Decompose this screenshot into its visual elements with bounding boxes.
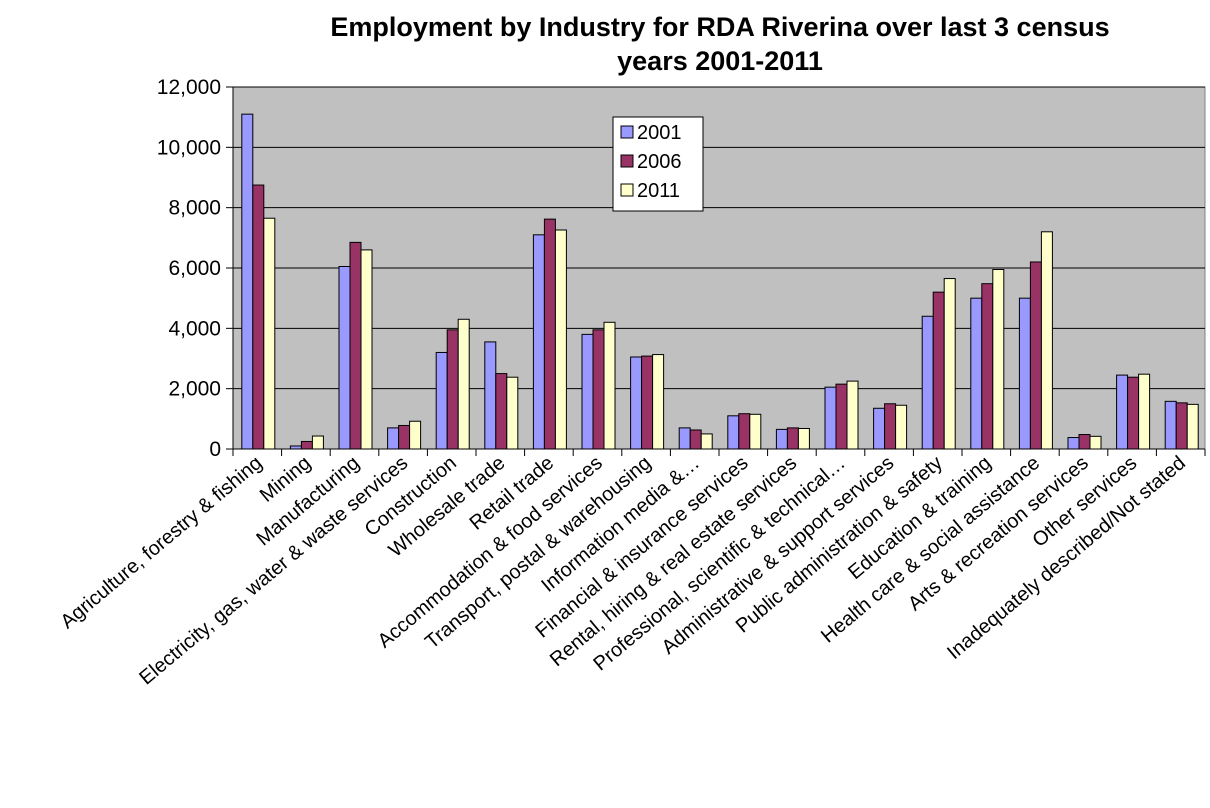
bar-2011 (992, 269, 1005, 450)
bar-2006 (738, 413, 751, 450)
bar-2011 (360, 249, 373, 450)
bar-2006 (252, 184, 265, 450)
bar-2006 (1029, 261, 1042, 450)
bar-2001 (289, 445, 302, 450)
legend-label-2001: 2001 (637, 122, 682, 144)
bar-2001 (873, 407, 886, 450)
bar-2001 (1018, 297, 1031, 450)
y-tick-label: 12,000 (157, 76, 221, 99)
bar-2001 (921, 315, 934, 450)
bar-2001 (435, 351, 448, 450)
bar-2006 (349, 241, 362, 450)
bar-2011 (943, 278, 956, 450)
y-tick-label: 0 (209, 438, 221, 461)
bar-2001 (581, 333, 594, 450)
chart-title-line-2: years 2001-2011 (617, 46, 823, 76)
bar-2001 (387, 427, 400, 450)
bar-2006 (1175, 402, 1188, 450)
bar-2001 (678, 427, 691, 450)
bar-2011 (749, 413, 762, 450)
bar-2011 (603, 321, 616, 450)
bar-2006 (300, 440, 313, 450)
bar-2011 (895, 404, 908, 450)
bar-2006 (884, 403, 897, 450)
bar-2011 (506, 376, 519, 450)
bar-2011 (311, 435, 324, 450)
y-tick-label: 8,000 (168, 197, 221, 220)
bar-2001 (241, 113, 254, 450)
bar-2006 (592, 329, 605, 450)
bar-2001 (824, 386, 837, 450)
bar-2006 (689, 429, 702, 450)
bar-2001 (630, 356, 643, 450)
bar-2011 (1040, 231, 1053, 450)
bar-2006 (1078, 434, 1091, 450)
bar-2011 (846, 380, 859, 450)
chart-title-line-1: Employment by Industry for RDA Riverina … (330, 12, 1110, 42)
bar-2011 (797, 427, 810, 450)
bar-2011 (1186, 403, 1199, 450)
bar-2006 (543, 218, 556, 450)
bar-2001 (775, 428, 788, 450)
bar-2001 (484, 341, 497, 450)
bar-2011 (1138, 373, 1151, 450)
bar-2001 (970, 297, 983, 450)
bar-2006 (932, 291, 945, 450)
bar-2006 (495, 373, 508, 450)
y-tick-label: 4,000 (168, 317, 221, 340)
bar-2011 (700, 433, 713, 450)
bar-2001 (338, 265, 351, 450)
bar-2001 (1067, 437, 1080, 450)
legend-swatch-2011 (620, 183, 634, 197)
bar-2006 (835, 383, 848, 450)
bar-2001 (1164, 400, 1177, 450)
y-tick-label: 10,000 (157, 136, 221, 159)
bar-2011 (554, 229, 567, 450)
bar-2006 (786, 427, 799, 450)
bar-2011 (409, 420, 422, 450)
bar-2006 (446, 329, 459, 450)
bar-2006 (398, 424, 411, 450)
bar-2011 (1089, 435, 1102, 450)
bar-2006 (641, 355, 654, 450)
legend-label-2011: 2011 (637, 180, 680, 202)
bar-2011 (457, 318, 470, 450)
legend-label-2006: 2006 (637, 151, 682, 173)
y-tick-label: 2,000 (168, 378, 221, 401)
bar-2011 (652, 354, 665, 450)
bar-2001 (727, 415, 740, 450)
y-tick-label: 6,000 (168, 257, 221, 280)
bar-2006 (1127, 376, 1140, 450)
chart-title: Employment by Industry for RDA Riverina … (230, 10, 1210, 78)
bar-2001 (532, 234, 545, 450)
legend-swatch-2006 (620, 154, 634, 168)
bar-2011 (263, 217, 276, 450)
bar-2001 (1116, 374, 1129, 450)
bar-2006 (981, 283, 994, 450)
legend-swatch-2001 (620, 125, 634, 139)
